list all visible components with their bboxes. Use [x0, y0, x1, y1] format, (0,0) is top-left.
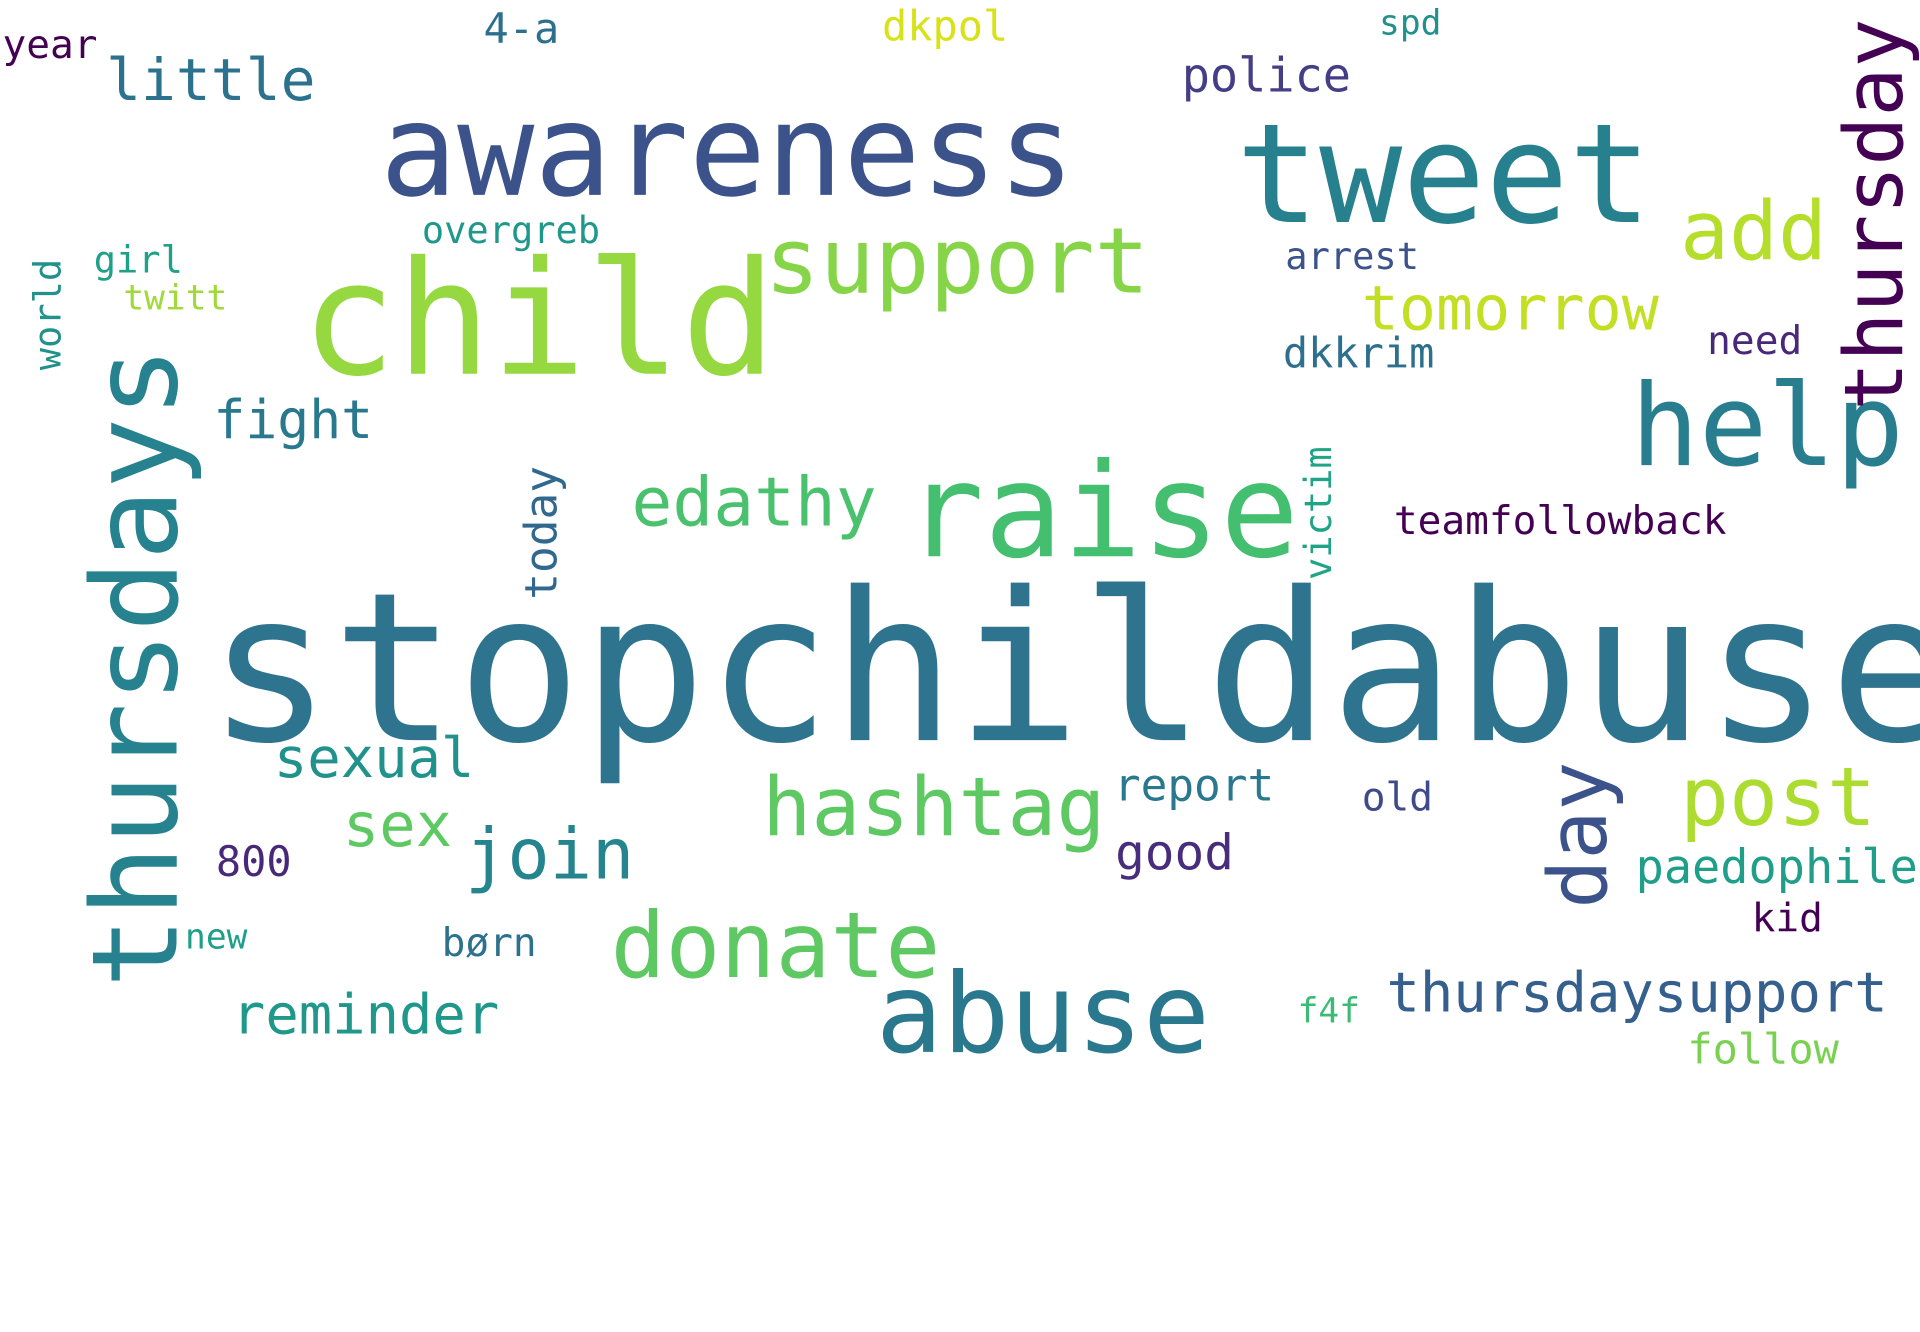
word-child: child — [300, 228, 777, 412]
word-stopchildabuse: stopchildabuse — [207, 547, 1920, 790]
word-tweet: tweet — [1235, 94, 1652, 256]
word-born: børn — [441, 918, 537, 966]
word-thursdaysupport: thursdaysupport — [1386, 959, 1888, 1026]
word-edathy: edathy — [631, 462, 877, 542]
word-support: support — [764, 208, 1150, 315]
word-post: post — [1680, 749, 1877, 845]
word-reminder: reminder — [231, 981, 500, 1048]
word-good: good — [1115, 825, 1234, 882]
word-donate: donate — [610, 893, 941, 1000]
word-arrest: arrest — [1285, 235, 1419, 279]
word-old: old — [1361, 773, 1434, 821]
word-raise: raise — [905, 435, 1299, 588]
word-report: report — [1113, 761, 1275, 812]
word-little: little — [106, 46, 316, 115]
word-new: new — [185, 916, 248, 958]
word-teamfollowback: teamfollowback — [1393, 497, 1727, 544]
word-spd: spd — [1379, 2, 1442, 44]
word-day: day — [1530, 761, 1626, 909]
word-f4f: f4f — [1297, 990, 1361, 1032]
word-awareness: awareness — [379, 75, 1076, 226]
word-hashtag: hashtag — [762, 759, 1106, 855]
word-today: today — [516, 466, 568, 600]
word-thursdays: thursdays — [66, 346, 205, 989]
word-year: year — [2, 20, 98, 68]
word-4-a: 4-a — [483, 4, 560, 55]
word-girl: girl — [93, 239, 183, 283]
word-fight: fight — [213, 389, 374, 452]
word-thursday: thursday — [1826, 18, 1920, 411]
word-sex: sex — [342, 790, 453, 861]
word-join: join — [465, 814, 635, 896]
word-kid: kid — [1751, 894, 1823, 942]
word-dkkrim: dkkrim — [1282, 329, 1435, 379]
word-abuse: abuse — [875, 949, 1210, 1080]
word-follow: follow — [1687, 1025, 1839, 1075]
word-help: help — [1630, 360, 1904, 493]
word-need: need — [1707, 317, 1803, 364]
word-add: add — [1680, 183, 1828, 279]
word-sexual: sexual — [273, 725, 475, 791]
word-police: police — [1181, 48, 1352, 103]
word-800: 800 — [215, 837, 292, 887]
word-dkpol: dkpol — [881, 2, 1009, 52]
word-overgreb: overgreb — [421, 209, 601, 253]
word-tomorrow: tomorrow — [1361, 272, 1659, 345]
word-twitt: twitt — [123, 277, 228, 319]
word-victim: victim — [1297, 446, 1341, 580]
word-paedophile: paedophile — [1635, 840, 1918, 895]
word-world: world — [27, 258, 71, 371]
